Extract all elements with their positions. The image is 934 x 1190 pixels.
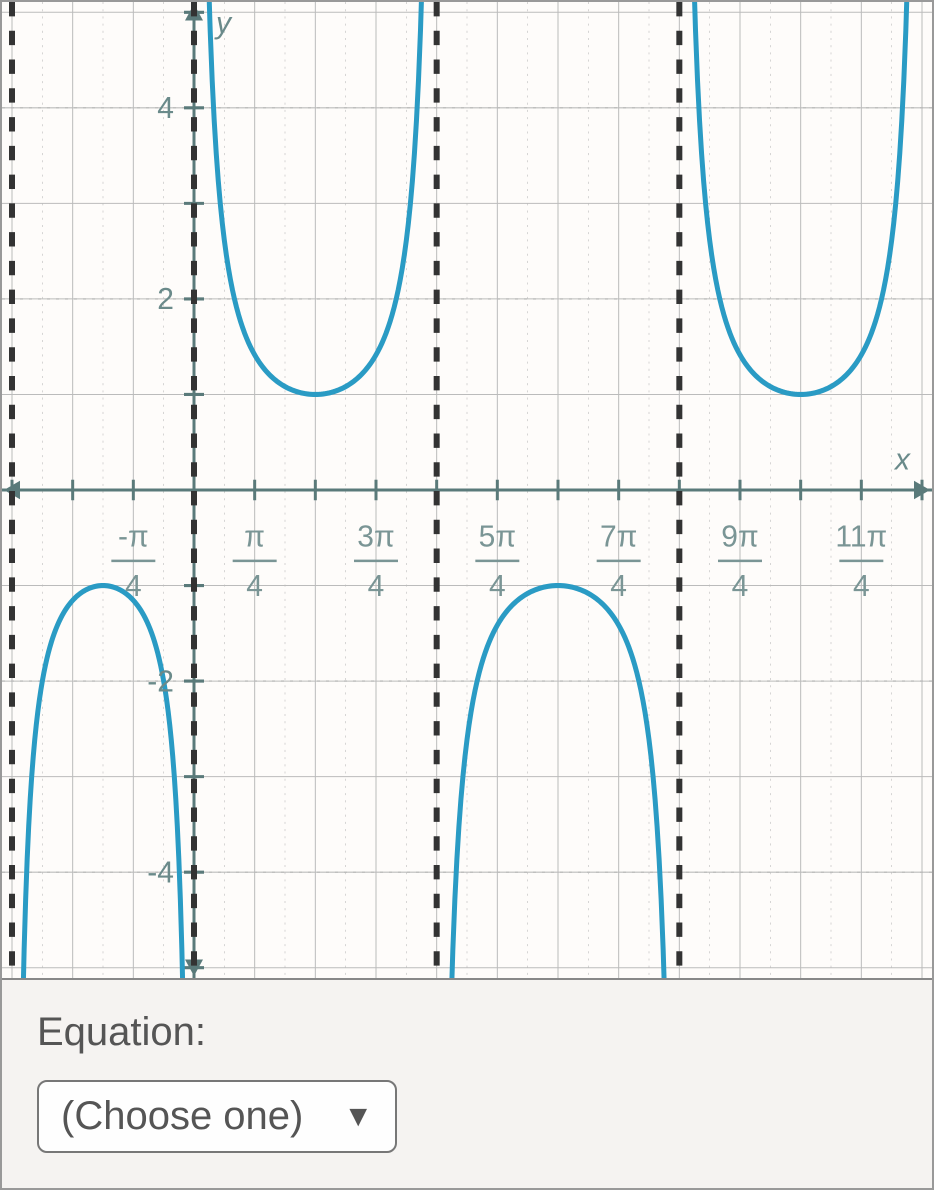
svg-text:4: 4 xyxy=(246,568,263,602)
x-tick-label: 3π4 xyxy=(354,519,398,603)
y-tick-label: -4 xyxy=(147,855,174,889)
svg-text:4: 4 xyxy=(732,568,749,602)
x-tick-label: π4 xyxy=(233,519,277,603)
svg-text:4: 4 xyxy=(489,568,506,602)
dropdown-value: (Choose one) xyxy=(61,1094,303,1139)
svg-text:3π: 3π xyxy=(357,519,394,553)
equation-panel: Equation: (Choose one) ▼ xyxy=(2,980,932,1188)
svg-text:π: π xyxy=(244,519,265,553)
svg-text:-π: -π xyxy=(118,519,149,553)
svg-text:9π: 9π xyxy=(721,519,758,553)
y-tick-label: 4 xyxy=(157,91,174,125)
equation-label: Equation: xyxy=(37,1010,897,1055)
app-frame: -4-224-π4π43π45π47π49π411π4xy Equation: … xyxy=(0,0,934,1190)
svg-text:5π: 5π xyxy=(479,519,516,553)
svg-text:4: 4 xyxy=(853,568,870,602)
x-tick-label: 7π4 xyxy=(597,519,641,603)
x-tick-label: 5π4 xyxy=(475,519,519,603)
svg-text:4: 4 xyxy=(368,568,385,602)
equation-dropdown[interactable]: (Choose one) ▼ xyxy=(37,1080,397,1153)
y-tick-label: 2 xyxy=(157,282,174,316)
x-tick-label: 9π4 xyxy=(718,519,762,603)
x-axis-label: x xyxy=(893,442,912,476)
y-axis-label: y xyxy=(214,5,233,39)
chevron-down-icon: ▼ xyxy=(343,1100,373,1134)
x-tick-label: 11π4 xyxy=(835,519,887,603)
svg-text:4: 4 xyxy=(125,568,142,602)
svg-text:4: 4 xyxy=(610,568,627,602)
y-tick-label: -2 xyxy=(147,664,174,698)
svg-text:11π: 11π xyxy=(835,519,887,553)
svg-text:7π: 7π xyxy=(600,519,637,553)
chart-svg: -4-224-π4π43π45π47π49π411π4xy xyxy=(2,2,932,978)
chart-panel: -4-224-π4π43π45π47π49π411π4xy xyxy=(2,2,932,980)
